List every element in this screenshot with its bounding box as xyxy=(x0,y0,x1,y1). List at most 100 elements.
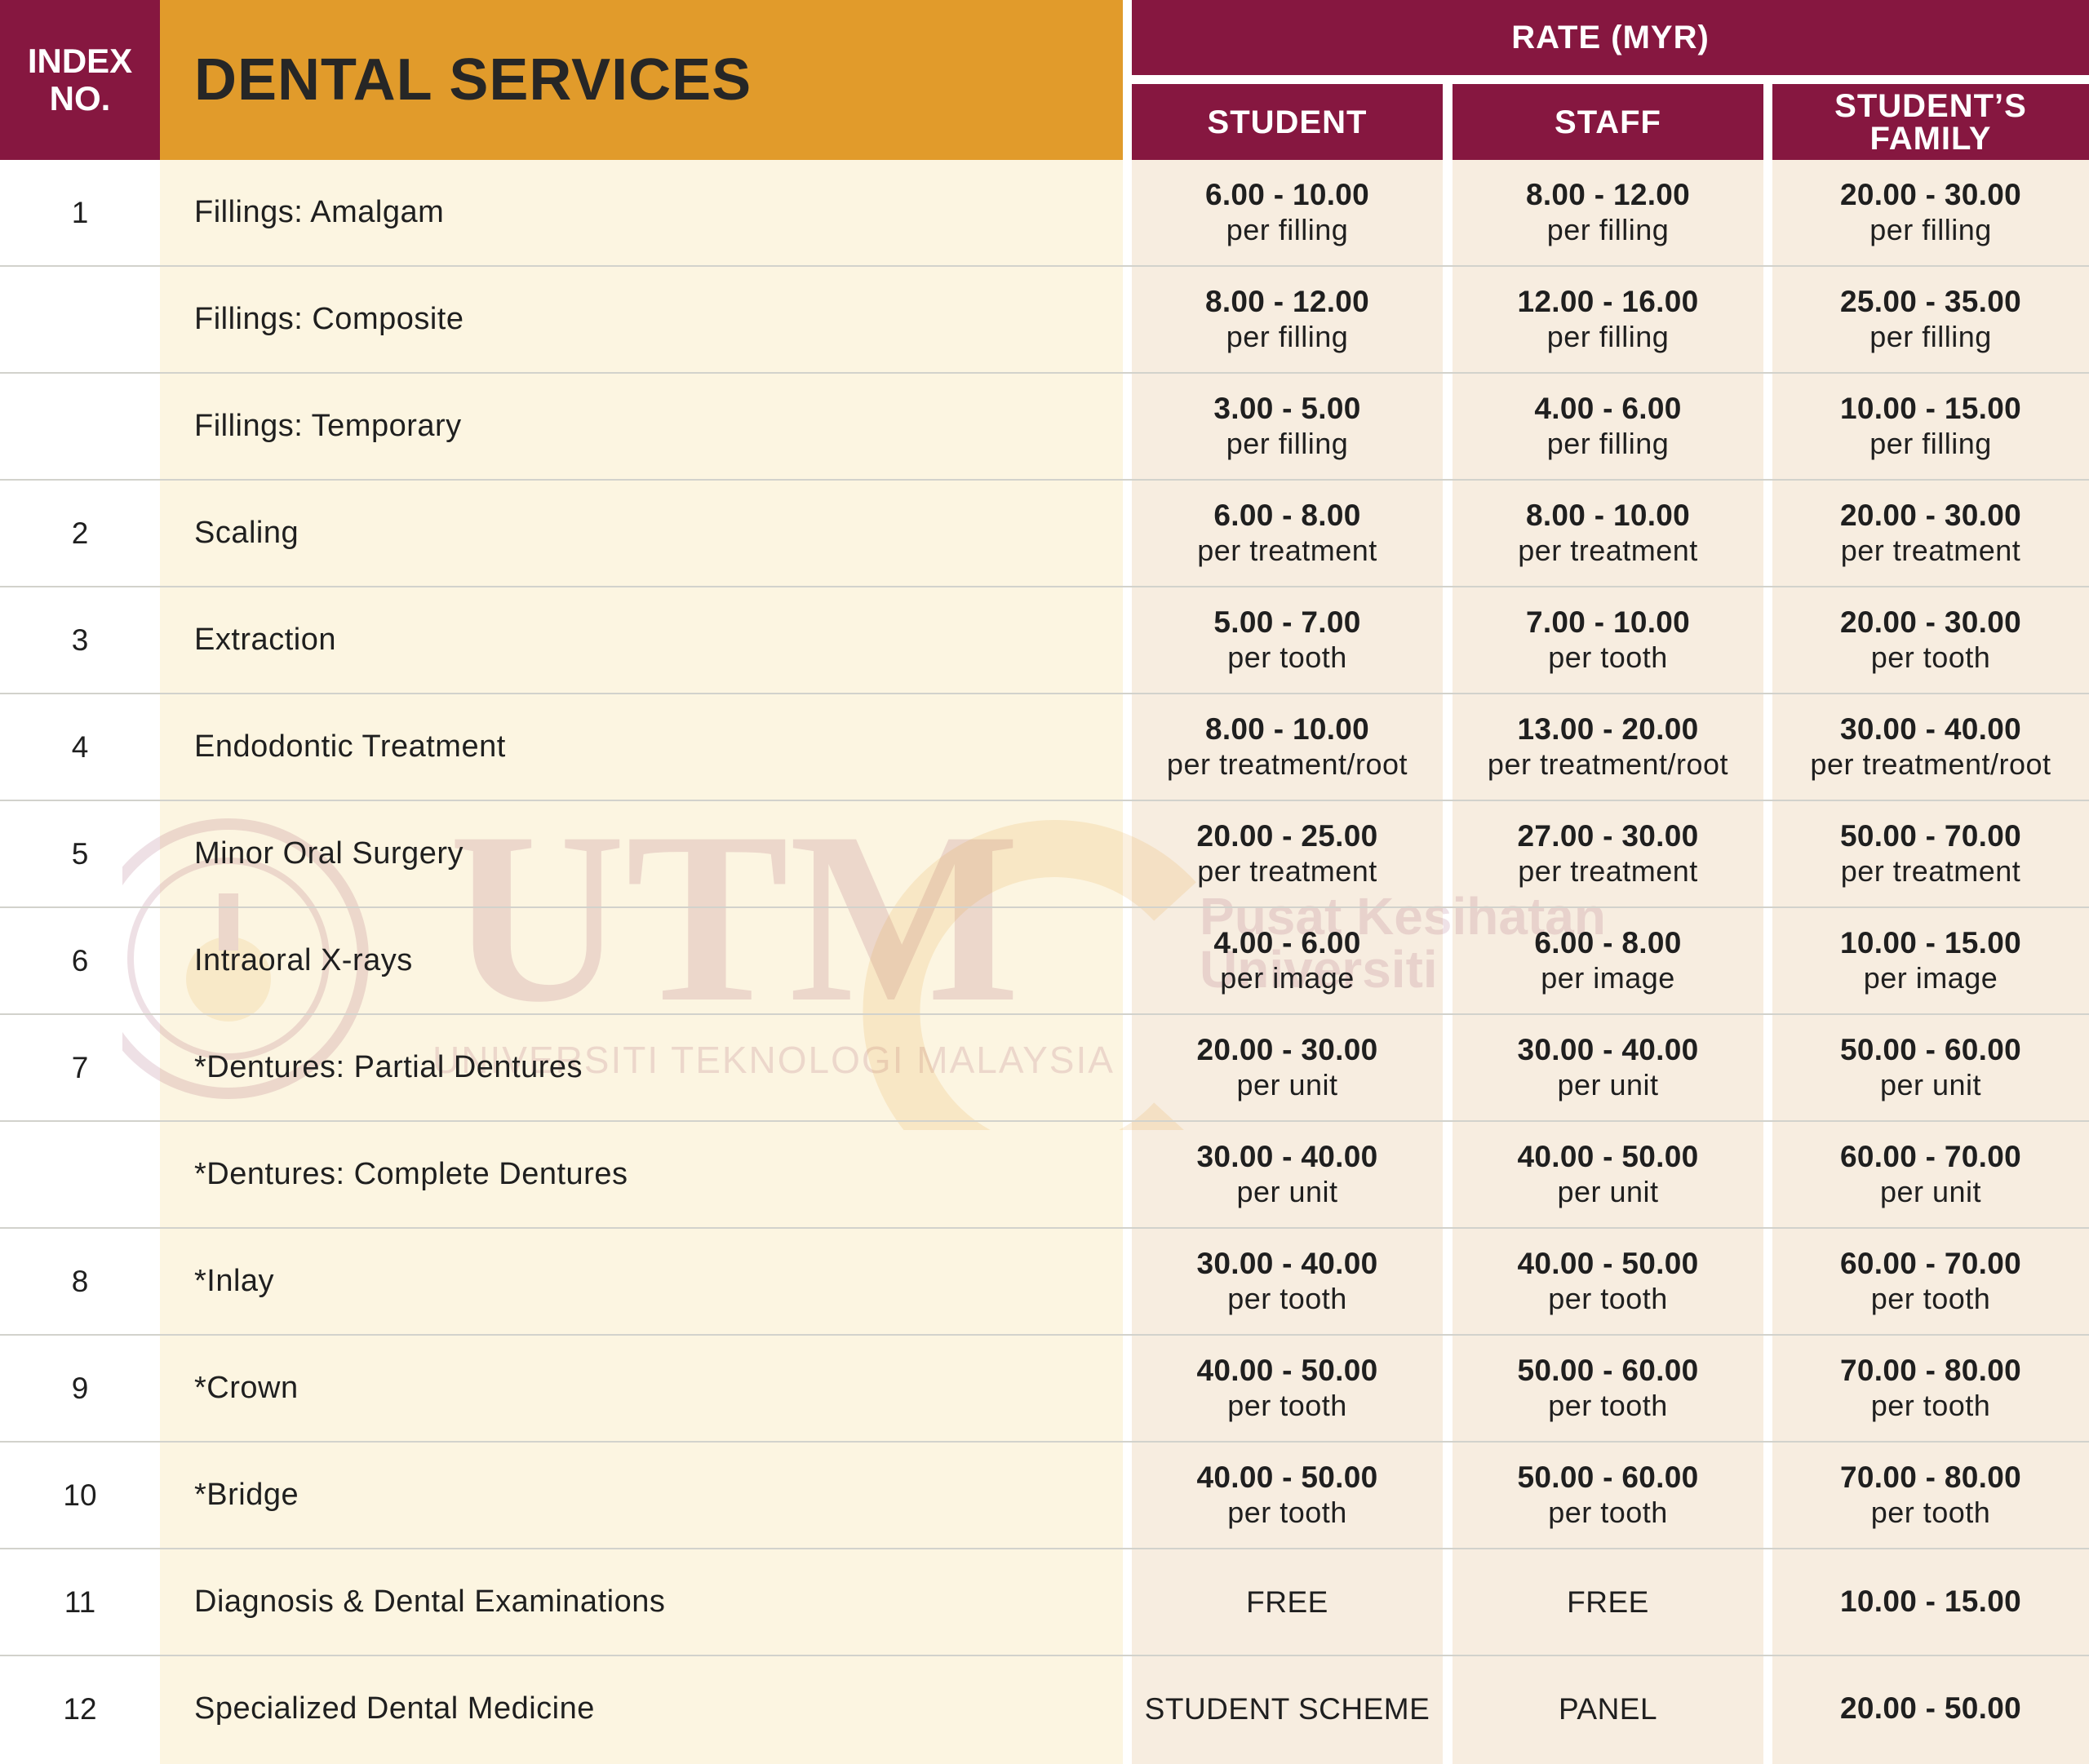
rate-student: 6.00 - 8.00 per treatment xyxy=(1132,481,1443,586)
rate-student: 5.00 - 7.00 per tooth xyxy=(1132,587,1443,693)
table-row: 4 Endodontic Treatment 8.00 - 10.00 per tre… xyxy=(0,694,2089,801)
table-row: 1 Fillings: Amalgam 6.00 - 10.00 per fillin… xyxy=(0,160,2089,267)
rate-staff-unit: per unit xyxy=(1557,1175,1659,1209)
table-row: 3 Extraction 5.00 - 7.00 per tooth 7.00 - 10… xyxy=(0,587,2089,694)
service-name: Intraoral X-rays xyxy=(194,943,413,977)
rate-staff: 40.00 - 50.00 per unit xyxy=(1453,1122,1763,1227)
rate-family: 10.00 - 15.00 per image xyxy=(1772,908,2089,1013)
rate-staff: 8.00 - 10.00 per treatment xyxy=(1453,481,1763,586)
row-index xyxy=(0,267,160,372)
rate-student-amount: 30.00 - 40.00 xyxy=(1196,1246,1378,1280)
rate-staff-unit: per tooth xyxy=(1548,1282,1668,1316)
row-service: Scaling xyxy=(160,481,1123,586)
row-index-text: 11 xyxy=(64,1584,96,1619)
row-divider xyxy=(0,800,2089,801)
rate-family: 10.00 - 15.00 per filling xyxy=(1772,374,2089,479)
service-name: *Bridge xyxy=(194,1478,299,1512)
rate-family-unit: per filling xyxy=(1869,427,1992,461)
service-name: *Crown xyxy=(194,1371,299,1405)
row-divider xyxy=(0,1013,2089,1015)
row-service: Intraoral X-rays xyxy=(160,908,1123,1013)
rate-family-unit: per unit xyxy=(1879,1068,1982,1102)
rate-staff-amount: 30.00 - 40.00 xyxy=(1517,1032,1699,1066)
rate-staff-amount: 27.00 - 30.00 xyxy=(1517,818,1699,853)
row-index: 7 xyxy=(0,1015,160,1120)
rate-student-amount: 8.00 - 10.00 xyxy=(1204,711,1370,746)
rate-student-text: STUDENT SCHEME xyxy=(1144,1691,1430,1726)
rate-family-amount: 70.00 - 80.00 xyxy=(1840,1460,2021,1494)
row-index-text: 3 xyxy=(71,623,89,657)
row-divider xyxy=(0,1441,2089,1443)
row-service: Fillings: Amalgam xyxy=(160,160,1123,265)
row-index-text: 10 xyxy=(63,1478,97,1512)
rate-family: 10.00 - 15.00 xyxy=(1772,1549,2089,1655)
student-column-bg xyxy=(1132,160,1443,1764)
rate-student: 40.00 - 50.00 per tooth xyxy=(1132,1336,1443,1441)
row-service: *Inlay xyxy=(160,1229,1123,1334)
row-divider xyxy=(0,906,2089,908)
row-service: Specialized Dental Medicine xyxy=(160,1656,1123,1762)
rate-staff-unit: per tooth xyxy=(1548,640,1668,675)
header-student-label: STUDENT xyxy=(1207,104,1368,140)
row-index: 1 xyxy=(0,160,160,265)
rate-student-amount: 20.00 - 25.00 xyxy=(1196,818,1378,853)
row-index-text: 8 xyxy=(71,1264,89,1298)
rate-staff-amount: 40.00 - 50.00 xyxy=(1517,1246,1699,1280)
rate-family-amount: 60.00 - 70.00 xyxy=(1840,1139,2021,1173)
rate-student-unit: per image xyxy=(1220,961,1355,995)
rate-family-unit: per image xyxy=(1863,961,1998,995)
row-index: 2 xyxy=(0,481,160,586)
rate-student-amount: 6.00 - 10.00 xyxy=(1204,177,1370,211)
rate-student-amount: 3.00 - 5.00 xyxy=(1213,391,1361,425)
rate-family-amount: 30.00 - 40.00 xyxy=(1840,711,2021,746)
rate-staff-amount: 6.00 - 8.00 xyxy=(1534,925,1682,960)
row-divider xyxy=(0,1120,2089,1122)
rate-staff-amount: 8.00 - 12.00 xyxy=(1525,177,1691,211)
service-name: Fillings: Temporary xyxy=(194,409,462,443)
header-dental-services: DENTAL SERVICES xyxy=(160,0,1123,160)
header-students-family: STUDENT’S FAMILY xyxy=(1772,84,2089,160)
rate-staff: 50.00 - 60.00 per tooth xyxy=(1453,1443,1763,1548)
row-index: 5 xyxy=(0,801,160,906)
rate-student-amount: 6.00 - 8.00 xyxy=(1213,498,1361,532)
rate-staff: 40.00 - 50.00 per tooth xyxy=(1453,1229,1763,1334)
rate-family-unit: per filling xyxy=(1869,213,1992,247)
row-divider xyxy=(0,1227,2089,1229)
rate-staff-unit: per unit xyxy=(1557,1068,1659,1102)
header-student: STUDENT xyxy=(1132,84,1443,160)
service-name: Fillings: Composite xyxy=(194,302,464,336)
rate-staff-unit: per tooth xyxy=(1548,1496,1668,1530)
rate-student: 3.00 - 5.00 per filling xyxy=(1132,374,1443,479)
rate-family-unit: per treatment/root xyxy=(1810,747,2051,782)
service-name: Extraction xyxy=(194,623,336,657)
row-index xyxy=(0,374,160,479)
service-name: Minor Oral Surgery xyxy=(194,836,463,871)
rate-staff: 12.00 - 16.00 per filling xyxy=(1453,267,1763,372)
row-service: Fillings: Temporary xyxy=(160,374,1123,479)
row-divider xyxy=(0,1548,2089,1549)
rate-family-unit: per tooth xyxy=(1870,1282,1991,1316)
row-divider xyxy=(0,479,2089,481)
rate-student-unit: per unit xyxy=(1236,1175,1338,1209)
family-column-bg xyxy=(1772,160,2089,1764)
rate-staff-unit: per filling xyxy=(1546,427,1670,461)
rate-student: 40.00 - 50.00 per tooth xyxy=(1132,1443,1443,1548)
rate-staff-unit: per treatment/root xyxy=(1487,747,1729,782)
rate-staff-amount: 13.00 - 20.00 xyxy=(1517,711,1699,746)
service-name: Endodontic Treatment xyxy=(194,729,506,764)
service-name: Diagnosis & Dental Examinations xyxy=(194,1584,666,1619)
service-name: Fillings: Amalgam xyxy=(194,195,445,229)
rate-staff-amount: 8.00 - 10.00 xyxy=(1525,498,1691,532)
index-column-bg xyxy=(0,160,160,1764)
row-service: Extraction xyxy=(160,587,1123,693)
rate-staff-unit: per treatment xyxy=(1518,534,1698,568)
row-index: 4 xyxy=(0,694,160,800)
rate-family: 60.00 - 70.00 per unit xyxy=(1772,1122,2089,1227)
table-row: 2 Scaling 6.00 - 8.00 per treatment 8.00 - 1… xyxy=(0,481,2089,587)
table-row: 9 *Crown 40.00 - 50.00 per tooth 50.00 - 60.… xyxy=(0,1336,2089,1443)
rate-family: 25.00 - 35.00 per filling xyxy=(1772,267,2089,372)
rate-student-unit: per tooth xyxy=(1227,1496,1347,1530)
row-index-text: 6 xyxy=(71,943,89,977)
row-service: *Dentures: Complete Dentures xyxy=(160,1122,1123,1227)
rate-student: 8.00 - 12.00 per filling xyxy=(1132,267,1443,372)
